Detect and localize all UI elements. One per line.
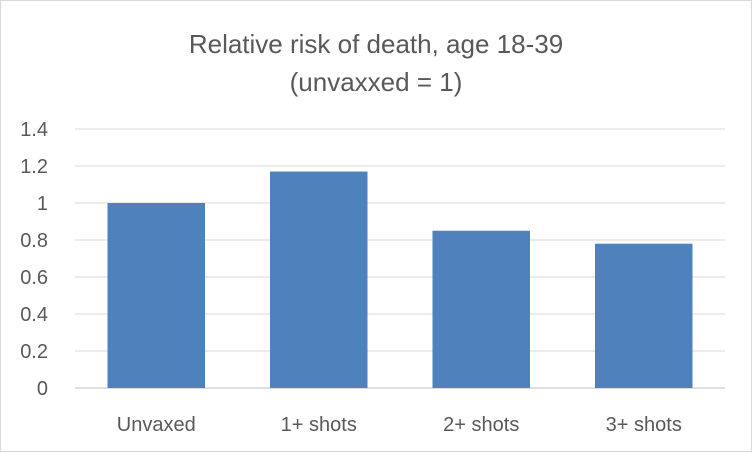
y-tick-label: 0.2 <box>20 341 48 363</box>
bar-1-shots <box>270 171 368 388</box>
y-tick-label: 1.4 <box>20 119 48 141</box>
x-tick-label: 2+ shots <box>443 414 519 436</box>
y-axis-ticks: 0 0.2 0.4 0.6 0.8 1 1.2 1.4 <box>20 119 48 400</box>
bar-3-shots <box>595 243 693 388</box>
x-tick-label: 1+ shots <box>281 414 357 436</box>
x-axis-ticks: Unvaxed 1+ shots 2+ shots 3+ shots <box>117 414 682 436</box>
bar-2-shots <box>432 230 530 388</box>
bar-unvaxed <box>107 203 205 388</box>
x-tick-label: 3+ shots <box>606 414 682 436</box>
y-tick-label: 0 <box>37 378 48 400</box>
chart-title-line-2: (unvaxxed = 1) <box>290 67 463 97</box>
chart-title-line-1: Relative risk of death, age 18-39 <box>189 29 563 59</box>
y-tick-label: 1 <box>37 193 48 215</box>
y-tick-label: 1.2 <box>20 156 48 178</box>
y-tick-label: 0.8 <box>20 230 48 252</box>
x-tick-label: Unvaxed <box>117 414 196 436</box>
y-tick-label: 0.4 <box>20 304 48 326</box>
y-tick-label: 0.6 <box>20 267 48 289</box>
bars <box>107 171 693 388</box>
